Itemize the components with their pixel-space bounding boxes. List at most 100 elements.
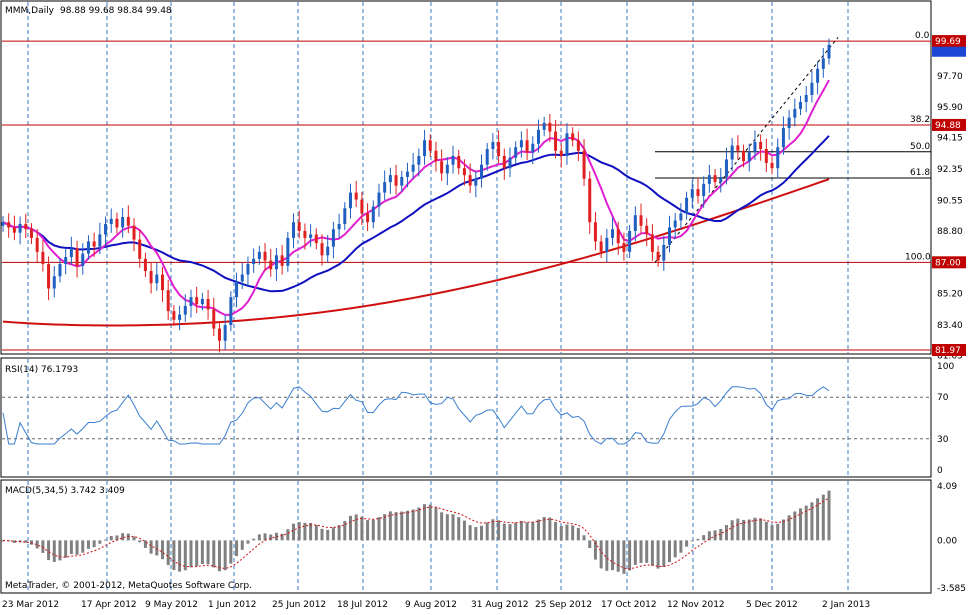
candle-body	[690, 189, 694, 198]
macd-bar	[58, 540, 62, 561]
macd-bar	[793, 511, 797, 541]
macd-bar	[212, 540, 216, 568]
macd-bar	[622, 540, 626, 574]
macd-bar	[47, 540, 51, 561]
macd-bar	[138, 540, 142, 543]
macd-bar	[115, 535, 119, 541]
macd-bar	[451, 514, 455, 541]
fibo-label: 38.2	[910, 115, 930, 125]
macd-bar	[41, 540, 45, 553]
macd-bar	[536, 519, 540, 541]
macd-bar	[519, 520, 523, 541]
macd-bar	[383, 514, 387, 541]
candle-body	[388, 175, 392, 183]
candle-body	[542, 122, 546, 130]
macd-title: MACD(5,34,5) 3.742 3.409	[5, 486, 125, 496]
vertical-grid	[27, 2, 849, 592]
candle-body	[229, 297, 233, 326]
macd-bar	[548, 517, 552, 541]
date-tick-label: 1 Jun 2012	[208, 600, 256, 610]
candle-body	[519, 140, 523, 148]
rsi-tick-label: 0	[937, 466, 943, 476]
macd-bar	[810, 502, 814, 541]
candle-body	[571, 133, 575, 141]
candle-body	[445, 164, 449, 174]
candle-body	[371, 206, 375, 223]
macd-bar	[457, 517, 461, 541]
macd-bar	[178, 540, 182, 572]
macd-bar	[12, 540, 16, 543]
macd-bar	[314, 524, 318, 541]
macd-bar	[217, 540, 221, 572]
date-tick-label: 23 Mar 2012	[2, 600, 59, 610]
candle-body	[497, 142, 501, 156]
macd-bar	[52, 540, 56, 562]
macd-bar	[747, 519, 751, 541]
candle-body	[593, 222, 597, 242]
macd-bar	[605, 540, 609, 571]
candle-body	[109, 218, 113, 224]
price-tick-label: 88.80	[937, 227, 963, 237]
macd-bar	[730, 520, 734, 541]
macd-panel[interactable]	[0, 479, 932, 594]
candle-body	[810, 82, 814, 95]
macd-tick-label: 0.00	[937, 536, 957, 546]
macd-bar	[348, 515, 352, 541]
macd-bar	[172, 540, 176, 571]
price-tag-bg	[932, 35, 966, 48]
fibo-label: 100.0	[905, 252, 931, 262]
macd-bar	[593, 540, 597, 560]
macd-bar	[126, 533, 130, 541]
macd-bar	[474, 527, 478, 541]
candle-body	[58, 264, 62, 277]
candle-body	[217, 328, 221, 341]
candle-body	[115, 218, 119, 228]
candle-body	[138, 239, 142, 259]
candle-body	[81, 253, 85, 266]
macd-bar	[571, 525, 575, 541]
candle-body	[753, 142, 757, 153]
candle-body	[799, 101, 803, 109]
macd-bar	[502, 523, 506, 541]
candle-body	[667, 227, 671, 245]
candle-body	[246, 264, 250, 275]
date-tick-label: 5 Dec 2012	[746, 600, 798, 610]
candle-body	[178, 314, 182, 320]
rsi-line	[2, 386, 830, 445]
candle-body	[781, 128, 785, 148]
symbol-label: MMM,Daily	[5, 6, 55, 16]
candle-body	[514, 147, 518, 158]
macd-bar	[81, 540, 85, 553]
candle-body	[104, 223, 108, 235]
candle-body	[480, 164, 484, 179]
fibonacci-retracement[interactable]: 0.0 38.2 50.0 61.8 100.0	[654, 31, 931, 263]
price-tag-bg	[932, 256, 966, 269]
macd-bar	[645, 540, 649, 563]
macd-bar	[776, 523, 780, 541]
candle-body	[326, 246, 330, 256]
candle-body	[303, 230, 307, 238]
macd-bar	[161, 540, 165, 560]
macd-bar	[639, 540, 643, 563]
macd-bar	[804, 505, 808, 541]
macd-bar	[588, 540, 592, 549]
date-tick-label: 2 Jan 2013	[822, 600, 870, 610]
macd-bar	[582, 535, 586, 541]
fibo-trendline	[654, 37, 839, 263]
candle-body	[685, 197, 689, 214]
macd-bar	[132, 536, 136, 541]
rsi-title: RSI(14) 76.1793	[5, 365, 78, 375]
candle-body	[702, 183, 706, 197]
macd-tick-label: -3.585	[937, 584, 966, 594]
macd-bar	[480, 525, 484, 541]
candle-body	[200, 298, 204, 305]
price-tag: 81.97	[935, 346, 961, 356]
fibo-label: 50.0	[910, 142, 930, 152]
price-tick-label: 81.65	[937, 352, 963, 362]
candle-body	[235, 281, 239, 298]
macd-bar	[149, 540, 153, 554]
macd-bar	[69, 540, 73, 555]
macd-bar	[559, 526, 563, 541]
